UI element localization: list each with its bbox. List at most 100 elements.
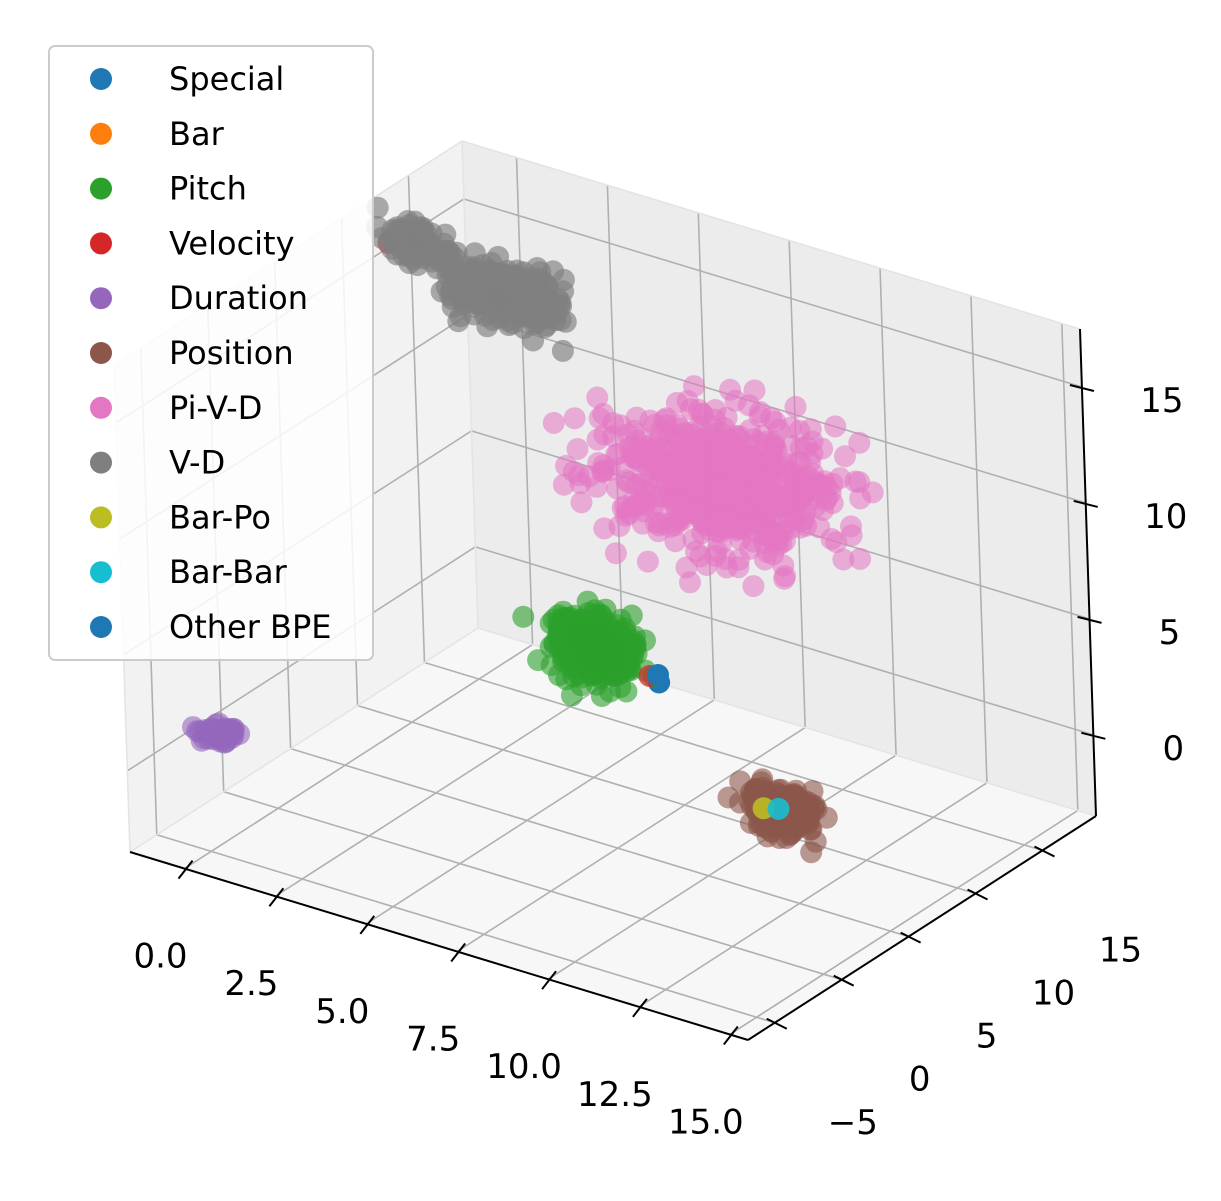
- z-tick-mark: [1077, 615, 1102, 624]
- y-tick-label: −5: [828, 1103, 878, 1143]
- legend-marker: [90, 232, 112, 255]
- legend-marker: [90, 396, 112, 419]
- x-tick-label: 10.0: [486, 1047, 562, 1087]
- scatter-point: [800, 841, 823, 864]
- scatter-point: [552, 268, 575, 291]
- legend-label: Other BPE: [169, 608, 332, 646]
- x-tick-mark: [541, 970, 557, 990]
- pane-edge: [461, 140, 479, 629]
- scatter-point: [607, 663, 630, 686]
- scatter-point: [569, 472, 592, 495]
- scatter-point: [615, 469, 638, 492]
- grid-x-floor: [729, 809, 1079, 1036]
- y-tick-label: 5: [976, 1017, 998, 1057]
- legend: Special Bar Pitch Velocity Duration Position P…: [48, 45, 374, 661]
- scatter-point: [725, 519, 748, 542]
- scatter-point: [749, 401, 772, 424]
- x-tick-label: 5.0: [315, 992, 369, 1032]
- series-pitch: [512, 590, 665, 707]
- y-tick-mark: [967, 888, 988, 901]
- scatter-point: [436, 263, 459, 286]
- scatter-point: [825, 531, 848, 554]
- scatter-point: [655, 471, 678, 494]
- legend-box: [48, 45, 374, 661]
- scatter-point: [532, 288, 555, 311]
- legend-label: Bar: [169, 115, 225, 153]
- scatter-point: [717, 786, 740, 809]
- grid-x-floor: [365, 699, 715, 925]
- scatter-point: [834, 445, 856, 468]
- grid-z-back: [475, 546, 1094, 736]
- scatter-point: [848, 431, 871, 454]
- scatter-point: [774, 565, 797, 588]
- scatter-point: [635, 436, 658, 459]
- series-pi-v-d: [542, 375, 884, 598]
- scatter-point: [592, 402, 615, 425]
- scatter-point: [554, 310, 577, 333]
- y-axis-line: [747, 815, 1097, 1041]
- scatter-point: [547, 615, 570, 638]
- scatter-point: [580, 638, 603, 661]
- legend-marker: [90, 561, 112, 584]
- scatter-point: [563, 407, 586, 430]
- series-v-d: [366, 196, 577, 362]
- scatter-point: [223, 717, 245, 740]
- x-tick-label: 12.5: [577, 1075, 653, 1115]
- legend-marker: [90, 177, 112, 200]
- z-tick-label: 0: [1162, 729, 1184, 769]
- x-tick-label: 2.5: [224, 964, 278, 1004]
- pane-edge: [461, 140, 1081, 330]
- scatter-point: [551, 339, 574, 362]
- scatter-point: [739, 537, 762, 560]
- y-tick-label: 15: [1099, 931, 1142, 971]
- scatter-point: [548, 664, 570, 687]
- z-tick-mark: [1073, 499, 1098, 508]
- scatter-point: [570, 674, 593, 697]
- grid-y-floor: [424, 661, 1043, 852]
- series-duration: [182, 712, 251, 754]
- scatter-point: [609, 640, 632, 663]
- scatter-point: [742, 575, 765, 598]
- scatter-point: [701, 415, 723, 438]
- legend-label: Bar-Po: [169, 498, 271, 536]
- grid-x-floor: [274, 671, 624, 897]
- legend-marker: [90, 287, 112, 310]
- scatter-point: [527, 649, 550, 672]
- scatter-point: [704, 544, 727, 567]
- scatter-point: [196, 723, 219, 746]
- scatter-point: [705, 499, 728, 522]
- scatter-point: [570, 491, 593, 514]
- axis-ticks: 0.0 2.5 5.0 7.5 10.0 12.5 15.0 −5 0 5 10 15 0 5 10 15: [133, 381, 1187, 1143]
- scatter-point: [724, 389, 747, 412]
- scatter-point: [664, 530, 687, 553]
- scatter-point: [593, 423, 616, 446]
- scatter-point: [789, 437, 812, 460]
- scatter-point: [386, 218, 409, 241]
- z-tick-label: 5: [1159, 613, 1181, 653]
- legend-marker: [90, 616, 112, 638]
- scatter-point: [824, 415, 847, 438]
- x-tick-mark: [359, 915, 376, 935]
- scatter-point: [512, 605, 535, 628]
- scatter-point: [604, 542, 627, 565]
- scatter-point: [679, 571, 701, 594]
- grid-y-floor: [223, 790, 842, 981]
- scatter-point: [657, 423, 680, 446]
- grid-x-floor: [184, 643, 533, 870]
- scatter-point: [451, 289, 474, 312]
- scatter-point: [614, 622, 637, 645]
- grid-x-floor: [638, 782, 988, 1008]
- scatter-point: [526, 311, 549, 334]
- scatter-point: [743, 500, 765, 523]
- y-tick-label: 10: [1032, 974, 1075, 1014]
- z-tick-label: 10: [1144, 497, 1187, 537]
- scatter-point: [566, 438, 589, 460]
- legend-label: Bar-Bar: [169, 553, 288, 591]
- scatter-point: [625, 406, 648, 429]
- x-axis-line: [129, 851, 749, 1041]
- scatter-point: [789, 809, 812, 832]
- grid-x-floor: [456, 726, 806, 953]
- x-tick-mark: [177, 859, 194, 880]
- scatter-point: [686, 433, 708, 456]
- series-other-bpe: [647, 664, 669, 686]
